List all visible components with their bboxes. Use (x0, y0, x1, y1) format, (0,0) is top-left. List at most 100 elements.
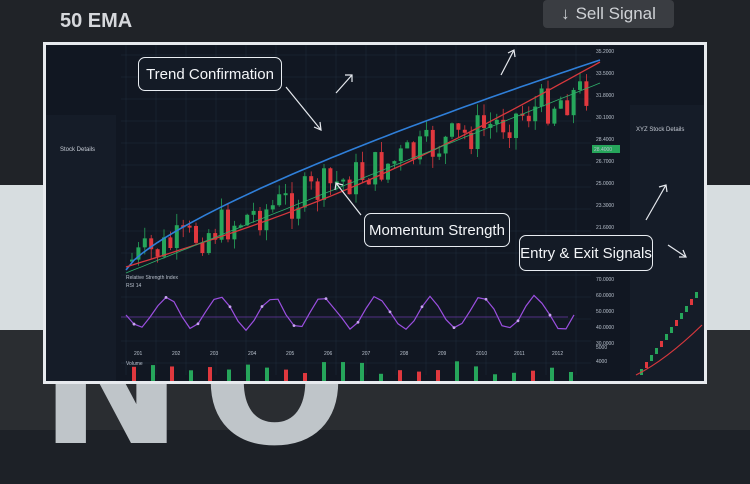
candle-body (347, 179, 352, 195)
volume-bar (569, 371, 573, 381)
rsi-point (548, 313, 552, 317)
time-tick: 203 (210, 351, 219, 357)
time-tick: 209 (438, 351, 447, 357)
rsi-tick: 60.0000 (596, 293, 614, 299)
current-price-badge (592, 145, 620, 153)
candle-body (302, 176, 307, 208)
volume-tick: 4000 (596, 359, 607, 365)
time-tick: 206 (324, 351, 333, 357)
volume-bar (417, 371, 421, 381)
candle-body (539, 88, 544, 107)
rsi-tick: 70.0000 (596, 277, 614, 283)
candle-body (584, 81, 589, 106)
candle-body (507, 132, 512, 138)
candle-body (456, 123, 461, 130)
time-tick: 204 (248, 351, 257, 357)
candle-body (258, 210, 262, 231)
mini-candle (670, 327, 673, 333)
volume-label: Volume (126, 361, 143, 367)
candle-body (238, 225, 243, 228)
candle-body (334, 181, 339, 184)
time-tick: 205 (286, 351, 295, 357)
trend-up-arrow (335, 74, 353, 94)
candle-body (418, 136, 422, 160)
trend-arrow (285, 86, 322, 131)
ema-green-line (125, 82, 601, 274)
mini-candle (645, 362, 648, 368)
entry-exit-arrow (667, 244, 687, 258)
momentum-arrow (335, 182, 362, 216)
volume-bar (474, 366, 478, 381)
time-tick: 201 (134, 351, 143, 357)
oscillator-line (125, 294, 575, 332)
candle-body (437, 153, 442, 157)
candle-body (251, 210, 256, 215)
candle-body (398, 148, 403, 162)
mini-candle (675, 320, 678, 326)
candle-body (264, 209, 269, 231)
momentum-strength-callout: Momentum Strength (364, 213, 510, 247)
annotation-arrows (285, 49, 687, 258)
rsi-point (228, 305, 232, 309)
sell-signal-button[interactable]: ↓ Sell Signal (543, 0, 674, 28)
time-tick: 208 (400, 351, 409, 357)
left-panel-title: Stock Details (60, 147, 95, 153)
price-tick: 23.3000 (596, 203, 614, 209)
candle-body (162, 237, 166, 257)
volume-tick: 5000 (596, 345, 607, 351)
sell-signal-label: Sell Signal (575, 4, 656, 23)
candle-body (450, 123, 454, 137)
candle-body (296, 207, 301, 219)
candle-body (315, 181, 320, 200)
trend-confirmation-callout: Trend Confirmation (138, 57, 282, 91)
candle-body (373, 152, 378, 185)
candle-body (469, 132, 474, 150)
price-tick: 28.4000 (596, 137, 614, 143)
ema-label: 50 EMA (60, 10, 133, 32)
price-tick: 31.8000 (596, 93, 614, 99)
time-tick: 207 (362, 351, 371, 357)
candle-body (200, 242, 205, 254)
price-tick: 21.6000 (596, 225, 614, 231)
volume-bar (360, 362, 364, 381)
price-tick: 26.7000 (596, 159, 614, 165)
volume-bar (455, 361, 459, 381)
candle-body (283, 193, 288, 196)
candle-body (226, 209, 230, 240)
candle-body (411, 142, 416, 160)
mini-candle (695, 292, 698, 298)
candle-body (392, 161, 397, 164)
rsi-point (196, 322, 200, 326)
candle-body (558, 100, 563, 109)
volume-bar (436, 370, 440, 381)
candle-body (578, 81, 582, 90)
candle-body (213, 233, 218, 240)
mini-candle (685, 306, 688, 312)
mini-candle (665, 334, 668, 340)
mini-ema (635, 324, 703, 376)
candle-body (341, 179, 346, 182)
rsi-point (420, 305, 424, 309)
candle-body (405, 142, 410, 149)
candle-body (187, 225, 192, 228)
volume-bar (303, 373, 307, 381)
candle-body (482, 115, 486, 128)
volume-bar (284, 369, 288, 381)
price-tick: 25.0000 (596, 181, 614, 187)
time-tick: 202 (172, 351, 181, 357)
candle-body (462, 129, 467, 133)
candle-body (424, 129, 429, 137)
right-panel-title: XYZ Stock Details (636, 127, 684, 133)
candle-body (354, 162, 358, 195)
rsi-point (260, 305, 264, 308)
candle-body (546, 88, 550, 124)
candle-body (155, 249, 160, 257)
arrow-down-icon: ↓ (561, 4, 570, 23)
candle-body (565, 100, 570, 116)
candle-body (174, 225, 179, 249)
volume-bar (227, 369, 231, 381)
panel-up-arrow (645, 184, 667, 221)
candle-body (328, 168, 333, 184)
candle-body (136, 247, 141, 260)
candle-body (501, 119, 506, 133)
